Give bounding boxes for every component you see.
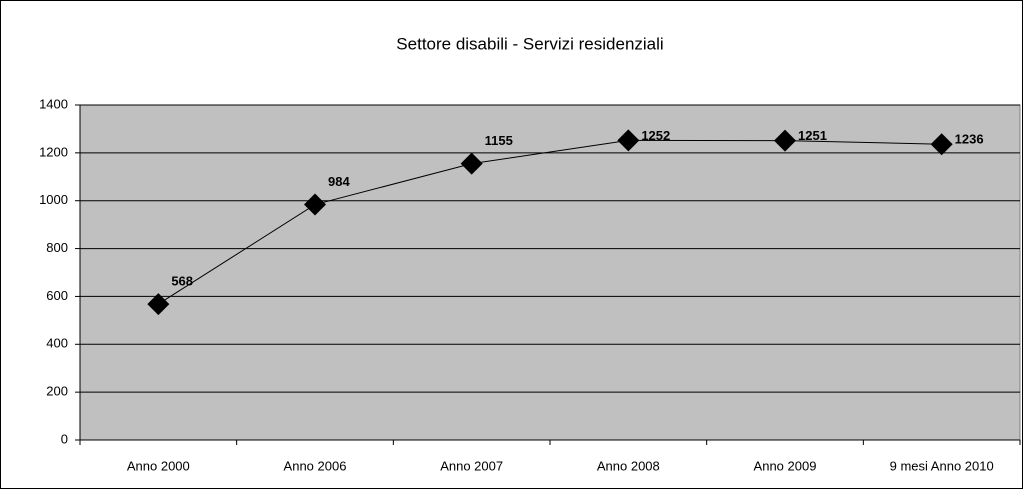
x-tick-label: Anno 2000	[127, 458, 190, 473]
value-label: 568	[171, 274, 193, 289]
value-label: 984	[328, 174, 350, 189]
marker	[930, 133, 953, 156]
value-label: 1236	[955, 132, 984, 147]
marker	[304, 193, 326, 216]
y-tick-label: 400	[46, 336, 68, 351]
marker	[617, 129, 640, 152]
marker	[774, 129, 796, 152]
y-tick-label: 600	[46, 288, 68, 303]
x-tick-label: Anno 2009	[754, 458, 817, 473]
y-tick-label: 800	[46, 240, 68, 255]
chart-title: Settore disabili - Servizi residenziali	[396, 34, 663, 53]
value-label: 1252	[641, 128, 670, 143]
y-tick-label: 1000	[39, 192, 68, 207]
marker	[147, 293, 170, 316]
marker	[460, 152, 483, 175]
line	[158, 139, 942, 305]
y-tick-label: 1200	[39, 144, 68, 159]
x-tick-label: Anno 2008	[597, 458, 660, 473]
x-tick-label: 9 mesi Anno 2010	[890, 458, 994, 473]
value-label: 1251	[798, 128, 827, 143]
x-tick-label: Anno 2007	[440, 458, 503, 473]
value-label: 1155	[485, 133, 513, 148]
plot-area	[79, 104, 1021, 441]
y-tick-label: 1400	[39, 96, 68, 111]
y-tick-label: 200	[46, 384, 68, 399]
y-tick-label: 0	[61, 431, 68, 446]
x-tick-label: Anno 2006	[284, 458, 347, 473]
